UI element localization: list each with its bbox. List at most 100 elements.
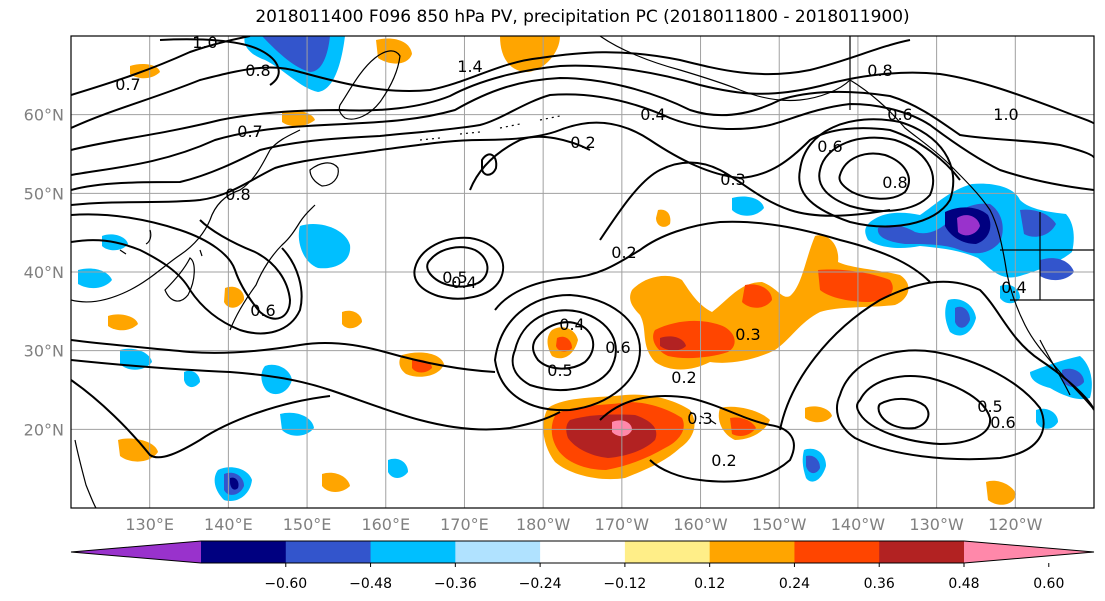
coastline-asia	[71, 129, 301, 303]
precip-region	[656, 209, 671, 227]
precip-region	[280, 412, 314, 436]
coastlines	[71, 36, 1094, 508]
contour-label: 1.0	[993, 105, 1018, 124]
precip-region	[818, 269, 893, 302]
colorbar	[70, 540, 1095, 564]
colorbar-extend-low	[71, 541, 201, 563]
lon-tick-label: 160°W	[673, 515, 728, 534]
colorbar-segment	[201, 541, 287, 563]
longitude-labels: 130°E 140°E 150°E 160°E 170°E 180°W 170°W 160°W…	[125, 515, 1042, 534]
colorbar-tick-label: 0.36	[864, 576, 895, 592]
contour-label: 1.0	[192, 33, 217, 52]
contour-label: 0.4	[640, 105, 665, 124]
pv-contours	[71, 36, 1094, 483]
contour-label: 0.8	[245, 61, 270, 80]
colorbar-extend-high	[964, 541, 1094, 563]
coastline-kamchatka	[338, 50, 401, 120]
colorbar-segment	[709, 541, 795, 563]
lon-tick-label: 150°W	[752, 515, 807, 534]
coastline-baja	[1039, 339, 1071, 396]
precip-region	[224, 286, 245, 308]
coastline-korea	[164, 257, 195, 302]
precip-region	[1020, 209, 1056, 237]
precip-region	[955, 306, 970, 328]
precip-region	[730, 417, 756, 436]
colorbar-segment	[285, 541, 372, 563]
precip-region	[184, 370, 200, 388]
contour-label: 0.5	[977, 397, 1002, 416]
contour-label: 0.3	[720, 170, 745, 189]
precip-region	[732, 196, 764, 216]
precip-region	[261, 364, 292, 395]
contour-label: 0.7	[237, 122, 262, 141]
precip-region	[957, 215, 980, 236]
contour-label: 0.6	[250, 301, 275, 320]
pv-contour-labels: 1.00.80.71.40.70.80.60.60.50.40.20.40.30…	[115, 33, 1026, 470]
coastline-alaska	[599, 36, 851, 102]
colorbar-tick-label: 0.24	[779, 576, 810, 592]
precip-region	[298, 224, 351, 269]
plot-frame	[70, 35, 1095, 509]
colorbar-segment	[455, 541, 541, 563]
lon-tick-label: 140°E	[204, 515, 253, 534]
colorbar-tick-label: −0.48	[349, 576, 392, 592]
colorbar-tick-label: 0.60	[1033, 576, 1064, 592]
latitude-labels: 20°N 30°N 40°N 50°N 60°N	[24, 106, 64, 440]
coastline-alaska-south	[849, 79, 951, 166]
coastline-hokkaido	[309, 162, 339, 187]
precip-region	[388, 458, 408, 478]
precip-region	[262, 36, 330, 72]
lon-tick-label: 170°W	[595, 515, 650, 534]
lon-tick-label: 150°E	[283, 515, 332, 534]
colorbar-outline	[70, 540, 1095, 564]
lon-tick-label: 140°W	[831, 515, 886, 534]
precip-region	[986, 480, 1016, 505]
precip-region	[566, 414, 657, 458]
contour-label: 0.4	[451, 273, 476, 292]
lat-tick-label: 60°N	[24, 106, 64, 125]
lat-tick-label: 30°N	[24, 342, 64, 361]
precip-region	[342, 310, 362, 329]
contour-label: 1.4	[457, 57, 482, 76]
colorbar-tick-label: 0.12	[694, 576, 725, 592]
contour-label: 0.2	[611, 243, 636, 262]
contour-label: 0.2	[570, 133, 595, 152]
colorbar-segment	[370, 541, 456, 563]
colorbar-tick-label: −0.12	[603, 576, 646, 592]
colorbar-segment	[540, 541, 626, 563]
precip-region	[78, 268, 112, 289]
contour-label: 0.7	[115, 75, 140, 94]
contour-label: 0.6	[817, 137, 842, 156]
precip-region	[806, 455, 820, 474]
lon-tick-label: 180°W	[516, 515, 571, 534]
map-title: 2018011400 F096 850 hPa PV, precipitatio…	[255, 7, 910, 27]
lat-tick-label: 40°N	[24, 263, 64, 282]
coastline-north-america	[949, 164, 1094, 411]
coastline-philippines	[74, 439, 97, 508]
contour-label: 0.8	[225, 185, 250, 204]
contour-label: 0.3	[735, 325, 760, 344]
contour-label: 0.5	[547, 361, 572, 380]
colorbar-segment	[624, 541, 711, 563]
precip-region	[660, 336, 686, 351]
contour-label: 0.6	[605, 338, 630, 357]
coastline-islands	[119, 229, 203, 257]
colorbar-tick-label: −0.36	[434, 576, 477, 592]
precip-region	[805, 406, 832, 423]
contour-label: 0.3	[687, 409, 712, 428]
colorbar-labels: −0.60 −0.48 −0.36 −0.24 −0.12 0.12 0.24 0.36 0.4…	[264, 563, 1064, 592]
lat-tick-label: 50°N	[24, 184, 64, 203]
coastline-hawaii	[689, 411, 717, 425]
contour-label: 0.8	[867, 61, 892, 80]
lon-tick-label: 130°E	[125, 515, 174, 534]
precip-region	[322, 472, 350, 492]
contour-label: 0.5	[442, 268, 467, 287]
contour-label: 0.8	[882, 173, 907, 192]
precip-region	[118, 438, 158, 462]
lon-tick-label: 170°E	[440, 515, 489, 534]
contour-label: 0.6	[990, 413, 1015, 432]
precip-region	[108, 314, 138, 331]
lon-tick-label: 120°W	[988, 515, 1043, 534]
colorbar-segment	[794, 541, 880, 563]
